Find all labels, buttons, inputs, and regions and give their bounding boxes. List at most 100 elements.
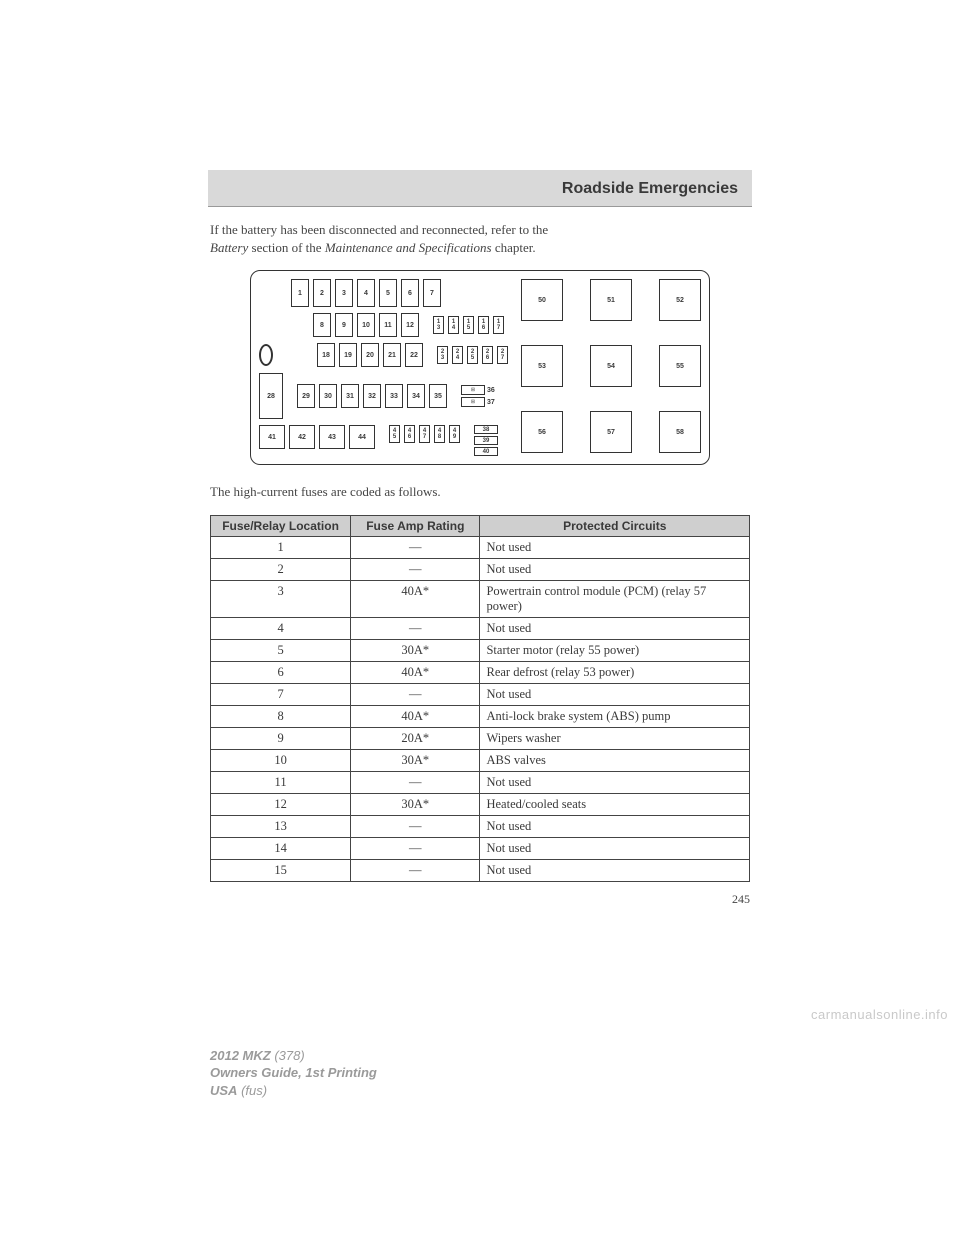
fuse-cell: 10 xyxy=(357,313,375,337)
table-row: 1—Not used xyxy=(211,536,750,558)
fuse-table: Fuse/Relay Location Fuse Amp Rating Prot… xyxy=(210,515,750,882)
table-row: 1030A*ABS valves xyxy=(211,749,750,771)
fuse-cell: 2 xyxy=(313,279,331,307)
cell-circuit: Not used xyxy=(480,683,750,705)
fuse-mini: 46 xyxy=(404,425,415,443)
fuse-cell: 21 xyxy=(383,343,401,367)
table-row: 530A*Starter motor (relay 55 power) xyxy=(211,639,750,661)
cell-location: 15 xyxy=(211,859,351,881)
cell-amp: — xyxy=(351,536,480,558)
cell-amp: — xyxy=(351,617,480,639)
cell-amp: 40A* xyxy=(351,580,480,617)
fuse-cell: 33 xyxy=(385,384,403,408)
fuse-mini: 14 xyxy=(448,316,459,334)
fuse-mini: 15 xyxy=(463,316,474,334)
page-number: 245 xyxy=(210,892,750,907)
relay-cell: 51 xyxy=(590,279,632,321)
fuse-cell: 28 xyxy=(259,373,283,419)
fuse-mini: 48 xyxy=(434,425,445,443)
fuse-cell: 43 xyxy=(319,425,345,449)
fuse-cell: 3 xyxy=(335,279,353,307)
table-row: 4—Not used xyxy=(211,617,750,639)
cell-amp: — xyxy=(351,859,480,881)
cell-location: 2 xyxy=(211,558,351,580)
fuse-cell: 22 xyxy=(405,343,423,367)
fuse-box-outline: 1 2 3 4 5 6 7 8 9 10 11 12 13 14 xyxy=(250,270,710,465)
relay-cell: 52 xyxy=(659,279,701,321)
relay-cell: 57 xyxy=(590,411,632,453)
fuse-mini: 25 xyxy=(467,346,478,364)
table-row: 2—Not used xyxy=(211,558,750,580)
fuse-cell: 18 xyxy=(317,343,335,367)
cell-amp: 30A* xyxy=(351,639,480,661)
cell-location: 1 xyxy=(211,536,351,558)
col-header-circuits: Protected Circuits xyxy=(480,515,750,536)
relay-cell: 50 xyxy=(521,279,563,321)
fuse-mini: 38 xyxy=(474,425,498,434)
fuse-mini: 16 xyxy=(478,316,489,334)
fuse-mini: 26 xyxy=(482,346,493,364)
table-header-row: Fuse/Relay Location Fuse Amp Rating Prot… xyxy=(211,515,750,536)
relay-cell: 53 xyxy=(521,345,563,387)
fuse-mini: 39 xyxy=(474,436,498,445)
fuse-cell: 35 xyxy=(429,384,447,408)
cell-amp: 40A* xyxy=(351,661,480,683)
fuse-diagram: 1 2 3 4 5 6 7 8 9 10 11 12 13 14 xyxy=(210,270,750,465)
table-row: 640A*Rear defrost (relay 53 power) xyxy=(211,661,750,683)
relay-cell: 56 xyxy=(521,411,563,453)
table-row: 15—Not used xyxy=(211,859,750,881)
cell-circuit: Starter motor (relay 55 power) xyxy=(480,639,750,661)
cell-circuit: Anti-lock brake system (ABS) pump xyxy=(480,705,750,727)
fuse-cell: 20 xyxy=(361,343,379,367)
table-row: 920A*Wipers washer xyxy=(211,727,750,749)
cell-circuit: Not used xyxy=(480,771,750,793)
section-title: Roadside Emergencies xyxy=(222,180,738,198)
fuse-cell: 6 xyxy=(401,279,419,307)
table-row: 14—Not used xyxy=(211,837,750,859)
fuse-cell: 32 xyxy=(363,384,381,408)
fuse-cell: 30 xyxy=(319,384,337,408)
fuse-cell: 19 xyxy=(339,343,357,367)
fuse-cell: 31 xyxy=(341,384,359,408)
cell-location: 3 xyxy=(211,580,351,617)
intro-mid: section of the xyxy=(248,240,325,255)
cell-circuit: Not used xyxy=(480,558,750,580)
cell-circuit: ABS valves xyxy=(480,749,750,771)
footer-model-code: (378) xyxy=(271,1048,305,1063)
cell-amp: 30A* xyxy=(351,793,480,815)
cell-circuit: Not used xyxy=(480,859,750,881)
footer-guide: Owners Guide, 1st Printing xyxy=(210,1065,377,1080)
intro-italic-1: Battery xyxy=(210,240,248,255)
cell-location: 10 xyxy=(211,749,351,771)
fuse-cell: 7 xyxy=(423,279,441,307)
fuse-mini: ⊞ xyxy=(461,385,485,395)
intro-line1: If the battery has been disconnected and… xyxy=(210,222,548,237)
document-footer: 2012 MKZ (378) Owners Guide, 1st Printin… xyxy=(0,967,960,1100)
table-caption: The high-current fuses are coded as foll… xyxy=(210,483,750,501)
fuse-mini: 17 xyxy=(493,316,504,334)
fuse-mini: 13 xyxy=(433,316,444,334)
fuse-mini: 40 xyxy=(474,447,498,456)
fuse-mini: 23 xyxy=(437,346,448,364)
cell-location: 12 xyxy=(211,793,351,815)
fuse-cell: 42 xyxy=(289,425,315,449)
fuse-mini: 47 xyxy=(419,425,430,443)
cell-location: 5 xyxy=(211,639,351,661)
fuse-right-area: 50 51 52 53 54 55 56 57 58 xyxy=(521,279,701,456)
fuse-mini: 49 xyxy=(449,425,460,443)
cell-amp: — xyxy=(351,837,480,859)
fuse-cell: 8 xyxy=(313,313,331,337)
cell-amp: — xyxy=(351,683,480,705)
cell-location: 14 xyxy=(211,837,351,859)
fuse-mini: 45 xyxy=(389,425,400,443)
relay-cell: 55 xyxy=(659,345,701,387)
col-header-amp: Fuse Amp Rating xyxy=(351,515,480,536)
cell-location: 13 xyxy=(211,815,351,837)
cell-amp: — xyxy=(351,771,480,793)
cell-circuit: Not used xyxy=(480,536,750,558)
fuse-mini: 27 xyxy=(497,346,508,364)
watermark-text: carmanualsonline.info xyxy=(811,1007,948,1022)
cell-circuit: Not used xyxy=(480,815,750,837)
cell-amp: 20A* xyxy=(351,727,480,749)
footer-model: 2012 MKZ xyxy=(210,1048,271,1063)
